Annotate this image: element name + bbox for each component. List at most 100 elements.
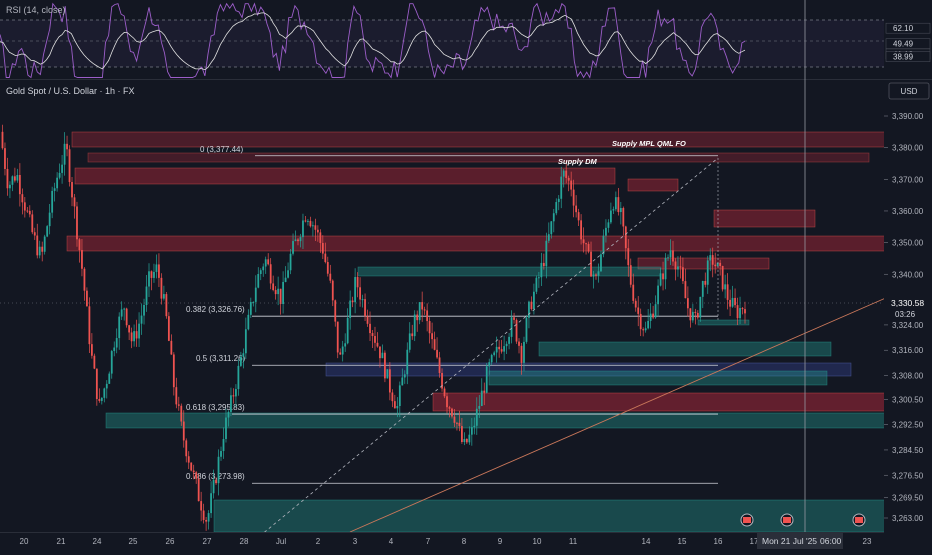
candle-body bbox=[331, 280, 334, 301]
candle-body bbox=[299, 237, 302, 242]
candles bbox=[1, 124, 746, 531]
supply-zone-small[interactable] bbox=[627, 178, 679, 192]
demand-zone-bottom[interactable] bbox=[213, 499, 889, 533]
zones bbox=[66, 131, 889, 533]
candle-body bbox=[577, 212, 580, 221]
candle-body bbox=[4, 148, 6, 169]
candle-body bbox=[739, 308, 741, 319]
candle-body bbox=[632, 284, 635, 301]
candle-body bbox=[279, 288, 282, 305]
fib-level-label: 0.618 (3,295.83) bbox=[186, 403, 245, 412]
candle-body bbox=[679, 266, 682, 268]
time-tick-label: 15 bbox=[678, 537, 687, 546]
candle-body bbox=[239, 356, 242, 366]
candle-body bbox=[269, 264, 272, 284]
candle-body bbox=[155, 264, 158, 272]
candle-body bbox=[88, 306, 91, 345]
candle-body bbox=[612, 209, 615, 211]
candle-body bbox=[413, 314, 416, 337]
time-tick-label: 3 bbox=[353, 537, 358, 546]
candle-body bbox=[108, 373, 111, 384]
candle-body bbox=[334, 300, 337, 322]
candle-body bbox=[664, 257, 667, 280]
candle-body bbox=[46, 226, 49, 237]
economic-event-icon[interactable] bbox=[740, 513, 754, 527]
candle-body bbox=[230, 395, 232, 412]
candle-body bbox=[709, 255, 712, 261]
supply-zone-mid[interactable] bbox=[66, 235, 889, 252]
candle-body bbox=[408, 333, 411, 350]
candle-body bbox=[480, 390, 483, 407]
demand-zone-small[interactable] bbox=[697, 319, 750, 326]
candle-body bbox=[659, 273, 662, 286]
candle-body bbox=[485, 366, 488, 393]
events[interactable] bbox=[740, 513, 866, 527]
blue-zone[interactable] bbox=[325, 362, 852, 377]
candle-body bbox=[232, 395, 235, 397]
demand-zone-lower[interactable] bbox=[488, 370, 828, 386]
candle-body bbox=[21, 194, 24, 203]
candle-body bbox=[617, 197, 620, 213]
candle-body bbox=[493, 352, 496, 355]
main-panel: 0 (3,377.44) 0.382 (3,326.76) 0.5 (3,311.2… bbox=[0, 86, 889, 541]
price-axis[interactable]: USD 3,390.00 3,380.00 3,370.00 3,360.00 3,35… bbox=[884, 80, 932, 532]
rsi-level-label: 49.49 bbox=[893, 40, 914, 49]
candle-body bbox=[1, 131, 4, 149]
supply-zone-mpl[interactable] bbox=[71, 131, 889, 148]
demand-zone-upper[interactable] bbox=[357, 266, 662, 277]
candle-body bbox=[336, 321, 339, 353]
economic-event-icon[interactable] bbox=[852, 513, 866, 527]
fib-trend-line[interactable] bbox=[254, 157, 719, 541]
candle-body bbox=[696, 312, 699, 318]
candle-body bbox=[172, 354, 175, 388]
time-tick-label: 21 bbox=[57, 537, 66, 546]
candle-body bbox=[143, 304, 145, 316]
candle-body bbox=[339, 352, 342, 355]
demand-zone-mid[interactable] bbox=[538, 341, 832, 357]
candle-body bbox=[369, 323, 371, 334]
rsi-line bbox=[0, 2, 746, 79]
candle-body bbox=[391, 392, 394, 402]
time-tick-label: 28 bbox=[240, 537, 249, 546]
crosshair-time-tag bbox=[757, 533, 843, 549]
currency-button[interactable] bbox=[888, 82, 930, 100]
price-tick-label: 3,390.00 bbox=[892, 112, 924, 121]
candle-body bbox=[90, 344, 93, 356]
demand-zone-wide[interactable] bbox=[105, 412, 889, 429]
trendline-ascending[interactable] bbox=[349, 296, 889, 533]
candle-body bbox=[704, 280, 707, 285]
candle-body bbox=[287, 270, 289, 278]
candle-body bbox=[222, 439, 225, 452]
price-tick-label: 3,360.00 bbox=[892, 207, 924, 216]
time-tick-label: 4 bbox=[389, 537, 394, 546]
candle-body bbox=[247, 314, 250, 330]
candle-body bbox=[719, 262, 722, 266]
candle-body bbox=[396, 406, 399, 409]
time-axis[interactable]: 20212425262728Jul2347891011141516171823 … bbox=[0, 532, 932, 550]
candle-body bbox=[537, 277, 540, 279]
candle-body bbox=[657, 285, 659, 305]
supply-zone-tight[interactable] bbox=[637, 257, 770, 270]
candle-body bbox=[428, 321, 431, 334]
candle-body bbox=[31, 214, 34, 233]
candle-body bbox=[741, 308, 744, 310]
time-tick-label: 23 bbox=[863, 537, 872, 546]
candle-body bbox=[619, 208, 622, 213]
candle-body bbox=[642, 329, 645, 331]
candle-body bbox=[259, 270, 262, 274]
candle-body bbox=[235, 389, 237, 397]
candle-body bbox=[533, 291, 535, 310]
candle-body bbox=[58, 172, 61, 178]
price-tick-label: 3,316.00 bbox=[892, 346, 924, 355]
candle-body bbox=[125, 308, 128, 326]
supply-zone-upper[interactable] bbox=[74, 167, 616, 185]
candle-body bbox=[130, 332, 133, 342]
candle-body bbox=[11, 176, 14, 185]
supply-zone-lower[interactable] bbox=[432, 392, 889, 412]
candle-body bbox=[555, 202, 558, 214]
supply-zone-right[interactable] bbox=[713, 209, 816, 228]
supply-zone-dm[interactable] bbox=[87, 152, 870, 163]
economic-event-icon[interactable] bbox=[780, 513, 794, 527]
candle-body bbox=[523, 341, 525, 363]
candle-body bbox=[128, 325, 131, 333]
